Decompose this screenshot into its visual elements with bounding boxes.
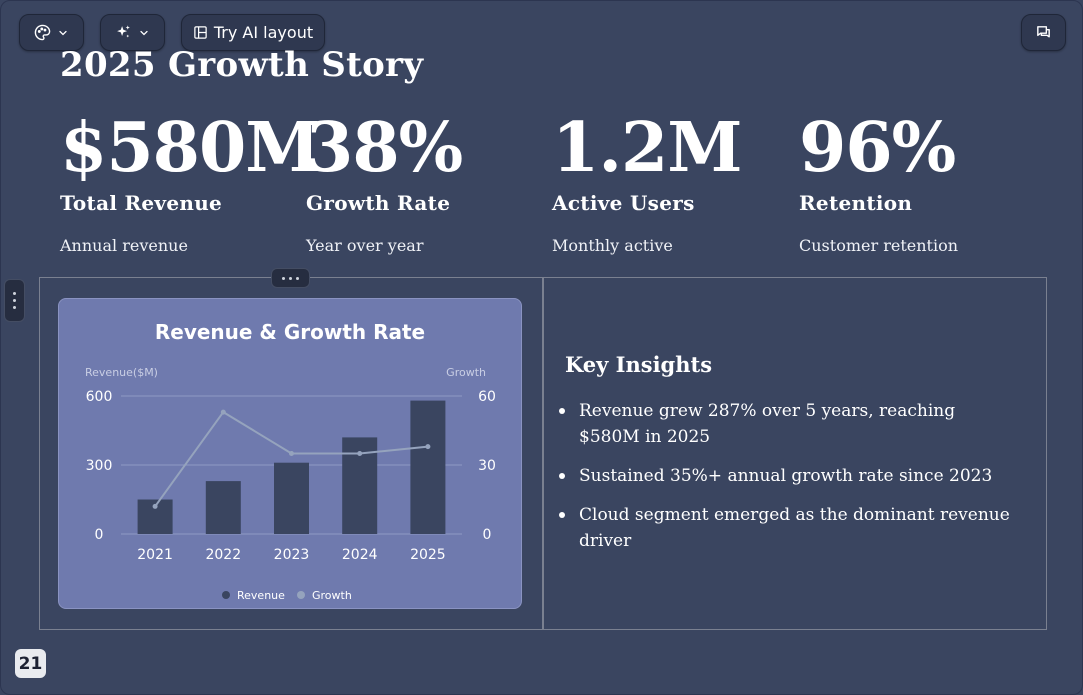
y2-axis-title: Growth	[446, 366, 486, 379]
insights-title[interactable]: Key Insights	[565, 352, 713, 377]
stat-label: Retention	[799, 191, 913, 215]
y-axis-title: Revenue($M)	[85, 366, 158, 379]
ai-button[interactable]	[100, 14, 165, 51]
bar-2023	[274, 462, 309, 534]
bar-2022	[205, 481, 241, 534]
bar-2025	[410, 400, 446, 534]
comment-icon	[1037, 26, 1050, 38]
slide-title[interactable]: 2025 Growth Story	[60, 45, 424, 85]
chevron-down-icon	[59, 30, 67, 35]
palette-icon	[34, 24, 51, 41]
growth-point-2021	[152, 503, 158, 509]
y-tick-label: 600	[86, 389, 113, 405]
sparkles-icon	[117, 25, 130, 38]
list-item: Revenue grew 287% over 5 years, reaching…	[555, 398, 1015, 450]
stat-active-users[interactable]: 1.2M Active Users Monthly active	[552, 108, 743, 255]
column-divider[interactable]	[542, 277, 544, 630]
try-ai-layout-label: Try AI layout	[213, 23, 314, 42]
drag-handle-vertical[interactable]	[4, 279, 25, 322]
legend-growth-marker	[297, 591, 305, 599]
chart-title: Revenue & Growth Rate	[154, 320, 426, 344]
list-item: Sustained 35%+ annual growth rate since …	[555, 463, 1015, 489]
stat-label: Active Users	[552, 191, 695, 215]
stat-retention[interactable]: 96% Retention Customer retention	[799, 109, 958, 255]
chevron-down-icon	[140, 30, 148, 35]
stat-subtext: Annual revenue	[60, 236, 188, 255]
growth-point-2025	[425, 444, 431, 450]
stat-subtext: Year over year	[306, 236, 424, 255]
drag-handle-horizontal[interactable]	[271, 268, 310, 288]
x-tick-label: 2024	[342, 547, 378, 563]
y2-tick-label: 60	[478, 389, 496, 405]
growth-point-2024	[357, 451, 363, 456]
list-item: Cloud segment emerged as the dominant re…	[555, 502, 1015, 554]
x-tick-label: 2023	[274, 547, 310, 563]
y-tick-label: 300	[86, 458, 113, 474]
theme-button[interactable]	[19, 14, 84, 51]
stat-value: 1.2M	[552, 108, 743, 188]
growth-point-2022	[220, 409, 226, 415]
x-tick-label: 2022	[205, 547, 241, 563]
stat-value: 38%	[306, 108, 463, 188]
stat-label: Total Revenue	[60, 191, 223, 215]
stat-subtext: Monthly active	[552, 236, 673, 255]
legend-revenue-label: Revenue	[237, 589, 285, 602]
stat-total-revenue[interactable]: $580M Total Revenue Annual revenue	[60, 108, 321, 255]
legend-growth-label: Growth	[312, 589, 352, 602]
x-tick-label: 2021	[137, 547, 173, 563]
legend-revenue-marker	[222, 591, 230, 599]
revenue-growth-chart: 0 300 600 0 30 60 Revenue($M) Growth 2021 2022 202…	[85, 366, 496, 602]
y2-tick-label: 0	[483, 527, 492, 543]
y2-tick-label: 30	[478, 458, 496, 474]
chart-card[interactable]: Revenue & Growth Rate 0 300 600 0 30 60 Revenu…	[58, 298, 522, 609]
insights-list[interactable]: Revenue grew 287% over 5 years, reaching…	[555, 398, 1015, 567]
stat-subtext: Customer retention	[799, 236, 958, 255]
try-ai-layout-button[interactable]: Try AI layout	[181, 14, 325, 51]
stat-value: $580M	[60, 108, 321, 188]
stat-value: 96%	[799, 108, 956, 188]
stat-label: Growth Rate	[306, 191, 451, 215]
growth-point-2023	[289, 451, 294, 456]
stat-growth-rate[interactable]: 38% Growth Rate Year over year	[306, 108, 463, 255]
x-tick-label: 2025	[410, 547, 446, 563]
page-number: 21	[15, 649, 46, 678]
y-tick-label: 0	[95, 527, 104, 543]
layout-icon	[194, 26, 207, 39]
comments-button[interactable]	[1021, 14, 1066, 51]
